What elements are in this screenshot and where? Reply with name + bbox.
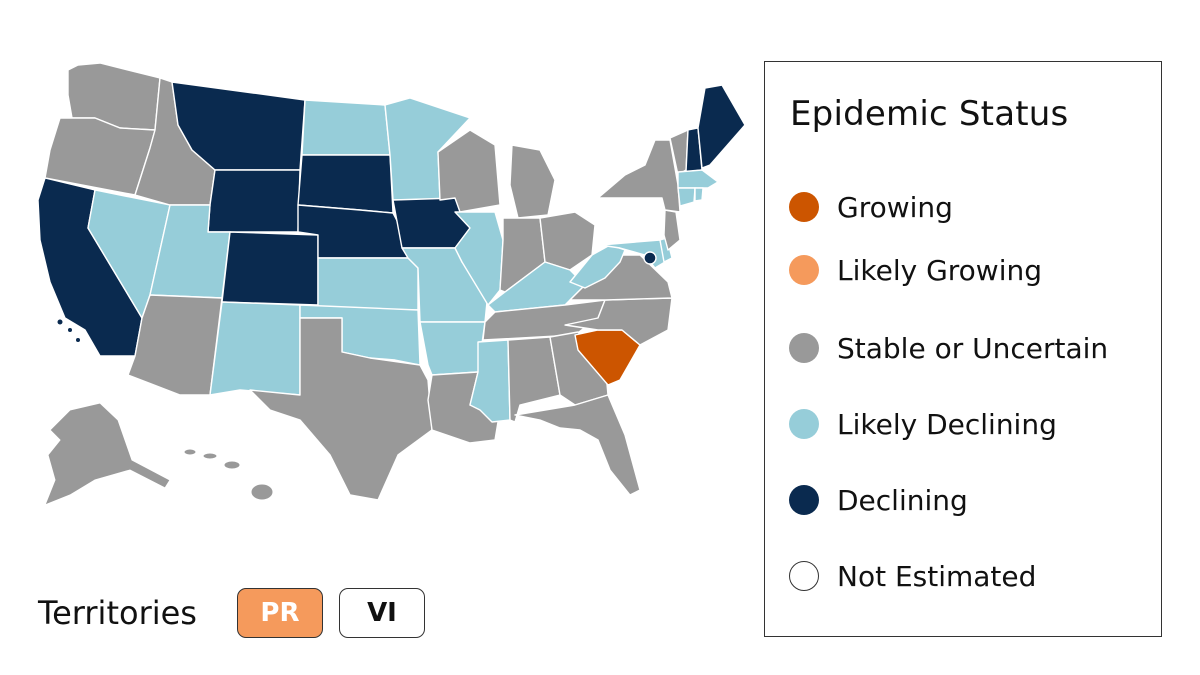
legend-box: Epidemic Status Growing Likely Growing S… xyxy=(764,61,1162,637)
state-ca-island xyxy=(68,328,72,332)
legend-item-growing[interactable]: Growing xyxy=(789,190,953,224)
legend-title: Epidemic Status xyxy=(790,94,1069,134)
territories-row: Territories PR VI xyxy=(38,588,441,638)
legend-item-likely-declining[interactable]: Likely Declining xyxy=(789,407,1057,441)
state-me[interactable] xyxy=(697,84,746,169)
state-wi[interactable] xyxy=(437,129,501,213)
state-co[interactable] xyxy=(221,231,319,306)
state-wy[interactable] xyxy=(207,169,301,233)
state-mi[interactable] xyxy=(509,144,556,219)
legend-swatch-declining xyxy=(789,485,819,515)
legend-label: Not Estimated xyxy=(837,559,1037,593)
state-hi[interactable] xyxy=(183,448,274,501)
territories-label: Territories xyxy=(38,594,197,632)
state-ca-island xyxy=(76,338,80,342)
state-nc[interactable] xyxy=(564,297,673,346)
state-dc[interactable] xyxy=(643,251,657,265)
state-nd[interactable] xyxy=(301,99,391,156)
legend-item-likely-growing[interactable]: Likely Growing xyxy=(789,253,1042,287)
state-tx[interactable] xyxy=(249,317,433,501)
legend-item-not-estimated[interactable]: Not Estimated xyxy=(789,559,1036,593)
legend-swatch-likely-growing xyxy=(789,255,819,285)
territory-vi[interactable]: VI xyxy=(338,588,425,638)
territory-pr[interactable]: PR xyxy=(236,588,323,638)
legend-swatch-not-estimated xyxy=(789,561,819,591)
legend-item-declining[interactable]: Declining xyxy=(789,483,968,517)
state-nm[interactable] xyxy=(209,301,301,396)
state-ar[interactable] xyxy=(419,321,486,376)
legend-swatch-stable xyxy=(789,333,819,363)
state-ak[interactable] xyxy=(44,402,171,506)
legend-swatch-likely-declining xyxy=(789,409,819,439)
state-sd[interactable] xyxy=(297,154,394,214)
state-ca-island xyxy=(57,319,63,325)
state-ny[interactable] xyxy=(597,139,681,213)
state-ma[interactable] xyxy=(677,169,719,189)
legend-label: Likely Declining xyxy=(837,407,1057,441)
legend-label: Likely Growing xyxy=(837,253,1042,287)
state-fl[interactable] xyxy=(514,394,641,496)
legend-swatch-growing xyxy=(789,192,819,222)
legend-item-stable[interactable]: Stable or Uncertain xyxy=(789,331,1108,365)
legend-label: Declining xyxy=(837,483,968,517)
legend-label: Stable or Uncertain xyxy=(837,331,1109,365)
state-pa[interactable] xyxy=(596,197,673,246)
state-ks[interactable] xyxy=(317,257,419,311)
legend-label: Growing xyxy=(837,190,953,224)
us-map-svg xyxy=(37,62,746,506)
state-ct[interactable] xyxy=(677,187,696,207)
state-ri[interactable] xyxy=(694,187,704,202)
state-nj[interactable] xyxy=(663,209,681,251)
us-map xyxy=(30,55,750,525)
